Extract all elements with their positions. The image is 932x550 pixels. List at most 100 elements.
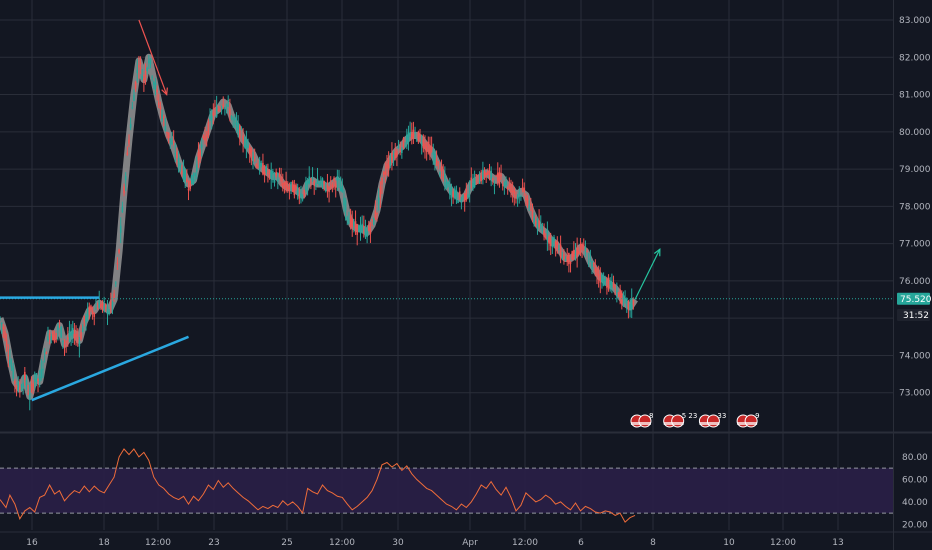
- candle-body[interactable]: [576, 248, 578, 257]
- candle-body[interactable]: [258, 160, 261, 171]
- candle-body[interactable]: [200, 144, 203, 148]
- candle-body[interactable]: [520, 195, 522, 197]
- candle-body[interactable]: [68, 330, 71, 338]
- candle-body[interactable]: [315, 184, 317, 187]
- candle-body[interactable]: [91, 310, 94, 314]
- candle-body[interactable]: [53, 335, 56, 343]
- candle-body[interactable]: [291, 181, 294, 192]
- candle-body[interactable]: [346, 217, 349, 220]
- candle-body[interactable]: [323, 180, 325, 184]
- candle-body[interactable]: [541, 229, 544, 232]
- candle-body[interactable]: [440, 166, 443, 171]
- candle-body[interactable]: [501, 184, 504, 186]
- candle-body[interactable]: [372, 218, 375, 225]
- candle-body[interactable]: [157, 102, 160, 106]
- candle-body[interactable]: [280, 176, 282, 182]
- candle-body[interactable]: [511, 190, 514, 192]
- candle-body[interactable]: [597, 273, 600, 277]
- candle-body[interactable]: [492, 178, 494, 180]
- candle-body[interactable]: [616, 290, 618, 293]
- candle-body[interactable]: [152, 81, 155, 85]
- candle-body[interactable]: [538, 220, 540, 227]
- candle-body[interactable]: [589, 258, 592, 261]
- candle-body[interactable]: [496, 172, 499, 182]
- candle-body[interactable]: [612, 282, 615, 288]
- candle-body[interactable]: [78, 342, 81, 347]
- candle-body[interactable]: [425, 146, 428, 152]
- candle-body[interactable]: [101, 302, 104, 306]
- candle-body[interactable]: [83, 315, 86, 322]
- candle-body[interactable]: [384, 171, 387, 175]
- candle-body[interactable]: [366, 231, 368, 238]
- candle-body[interactable]: [136, 69, 139, 74]
- candle-body[interactable]: [619, 289, 621, 300]
- candle-body[interactable]: [129, 124, 132, 128]
- candle-body[interactable]: [367, 224, 370, 231]
- candle-body[interactable]: [20, 388, 23, 391]
- candle-body[interactable]: [243, 145, 246, 148]
- candle-body[interactable]: [387, 159, 390, 168]
- candle-body[interactable]: [146, 68, 148, 72]
- candle-body[interactable]: [609, 280, 612, 285]
- candle-body[interactable]: [154, 82, 157, 90]
- candle-body[interactable]: [523, 187, 526, 193]
- candle-body[interactable]: [195, 164, 198, 172]
- candle-body[interactable]: [169, 138, 172, 141]
- candle-body[interactable]: [463, 193, 466, 202]
- candle-body[interactable]: [134, 81, 137, 89]
- candle-body[interactable]: [452, 191, 454, 198]
- candle-body[interactable]: [245, 139, 248, 150]
- candle-body[interactable]: [298, 195, 301, 199]
- candle-body[interactable]: [278, 175, 281, 177]
- candle-body[interactable]: [106, 306, 109, 315]
- candle-body[interactable]: [617, 292, 620, 294]
- candle-body[interactable]: [260, 162, 263, 166]
- candle-body[interactable]: [174, 153, 177, 155]
- candle-body[interactable]: [539, 225, 542, 227]
- candle-body[interactable]: [493, 185, 496, 187]
- candle-body[interactable]: [220, 108, 223, 110]
- candle-body[interactable]: [404, 145, 406, 147]
- candle-body[interactable]: [447, 182, 449, 184]
- candle-body[interactable]: [118, 249, 120, 253]
- candle-body[interactable]: [543, 230, 545, 237]
- candle-body[interactable]: [369, 228, 372, 234]
- candle-body[interactable]: [275, 171, 277, 176]
- candle-body[interactable]: [381, 177, 383, 185]
- candle-body[interactable]: [358, 225, 360, 233]
- candle-body[interactable]: [624, 298, 626, 300]
- candle-body[interactable]: [629, 303, 631, 309]
- candle-body[interactable]: [480, 175, 483, 182]
- candle-body[interactable]: [288, 187, 291, 189]
- candle-body[interactable]: [248, 146, 251, 154]
- candle-body[interactable]: [121, 206, 124, 212]
- candle-body[interactable]: [432, 152, 435, 155]
- candle-body[interactable]: [98, 300, 101, 309]
- candle-body[interactable]: [581, 243, 583, 250]
- candle-body[interactable]: [19, 387, 21, 391]
- candle-body[interactable]: [28, 392, 31, 400]
- candle-body[interactable]: [611, 282, 613, 288]
- candle-body[interactable]: [210, 115, 213, 121]
- candle-body[interactable]: [202, 136, 205, 138]
- candle-body[interactable]: [331, 184, 334, 188]
- candle-body[interactable]: [457, 200, 459, 203]
- candle-body[interactable]: [338, 178, 340, 180]
- candle-body[interactable]: [419, 134, 421, 136]
- candle-body[interactable]: [161, 114, 163, 120]
- candle-body[interactable]: [430, 146, 433, 150]
- candle-body[interactable]: [559, 244, 562, 258]
- candle-body[interactable]: [144, 70, 147, 77]
- candle-body[interactable]: [396, 150, 398, 157]
- candle-body[interactable]: [467, 195, 469, 198]
- candle-body[interactable]: [65, 341, 67, 343]
- candle-body[interactable]: [30, 384, 33, 386]
- candle-body[interactable]: [444, 174, 446, 180]
- candle-body[interactable]: [128, 139, 130, 144]
- candle-body[interactable]: [10, 365, 13, 368]
- candle-body[interactable]: [602, 279, 605, 286]
- candle-body[interactable]: [305, 181, 307, 191]
- candle-body[interactable]: [394, 152, 397, 158]
- candle-body[interactable]: [273, 178, 276, 183]
- candle-body[interactable]: [599, 277, 602, 283]
